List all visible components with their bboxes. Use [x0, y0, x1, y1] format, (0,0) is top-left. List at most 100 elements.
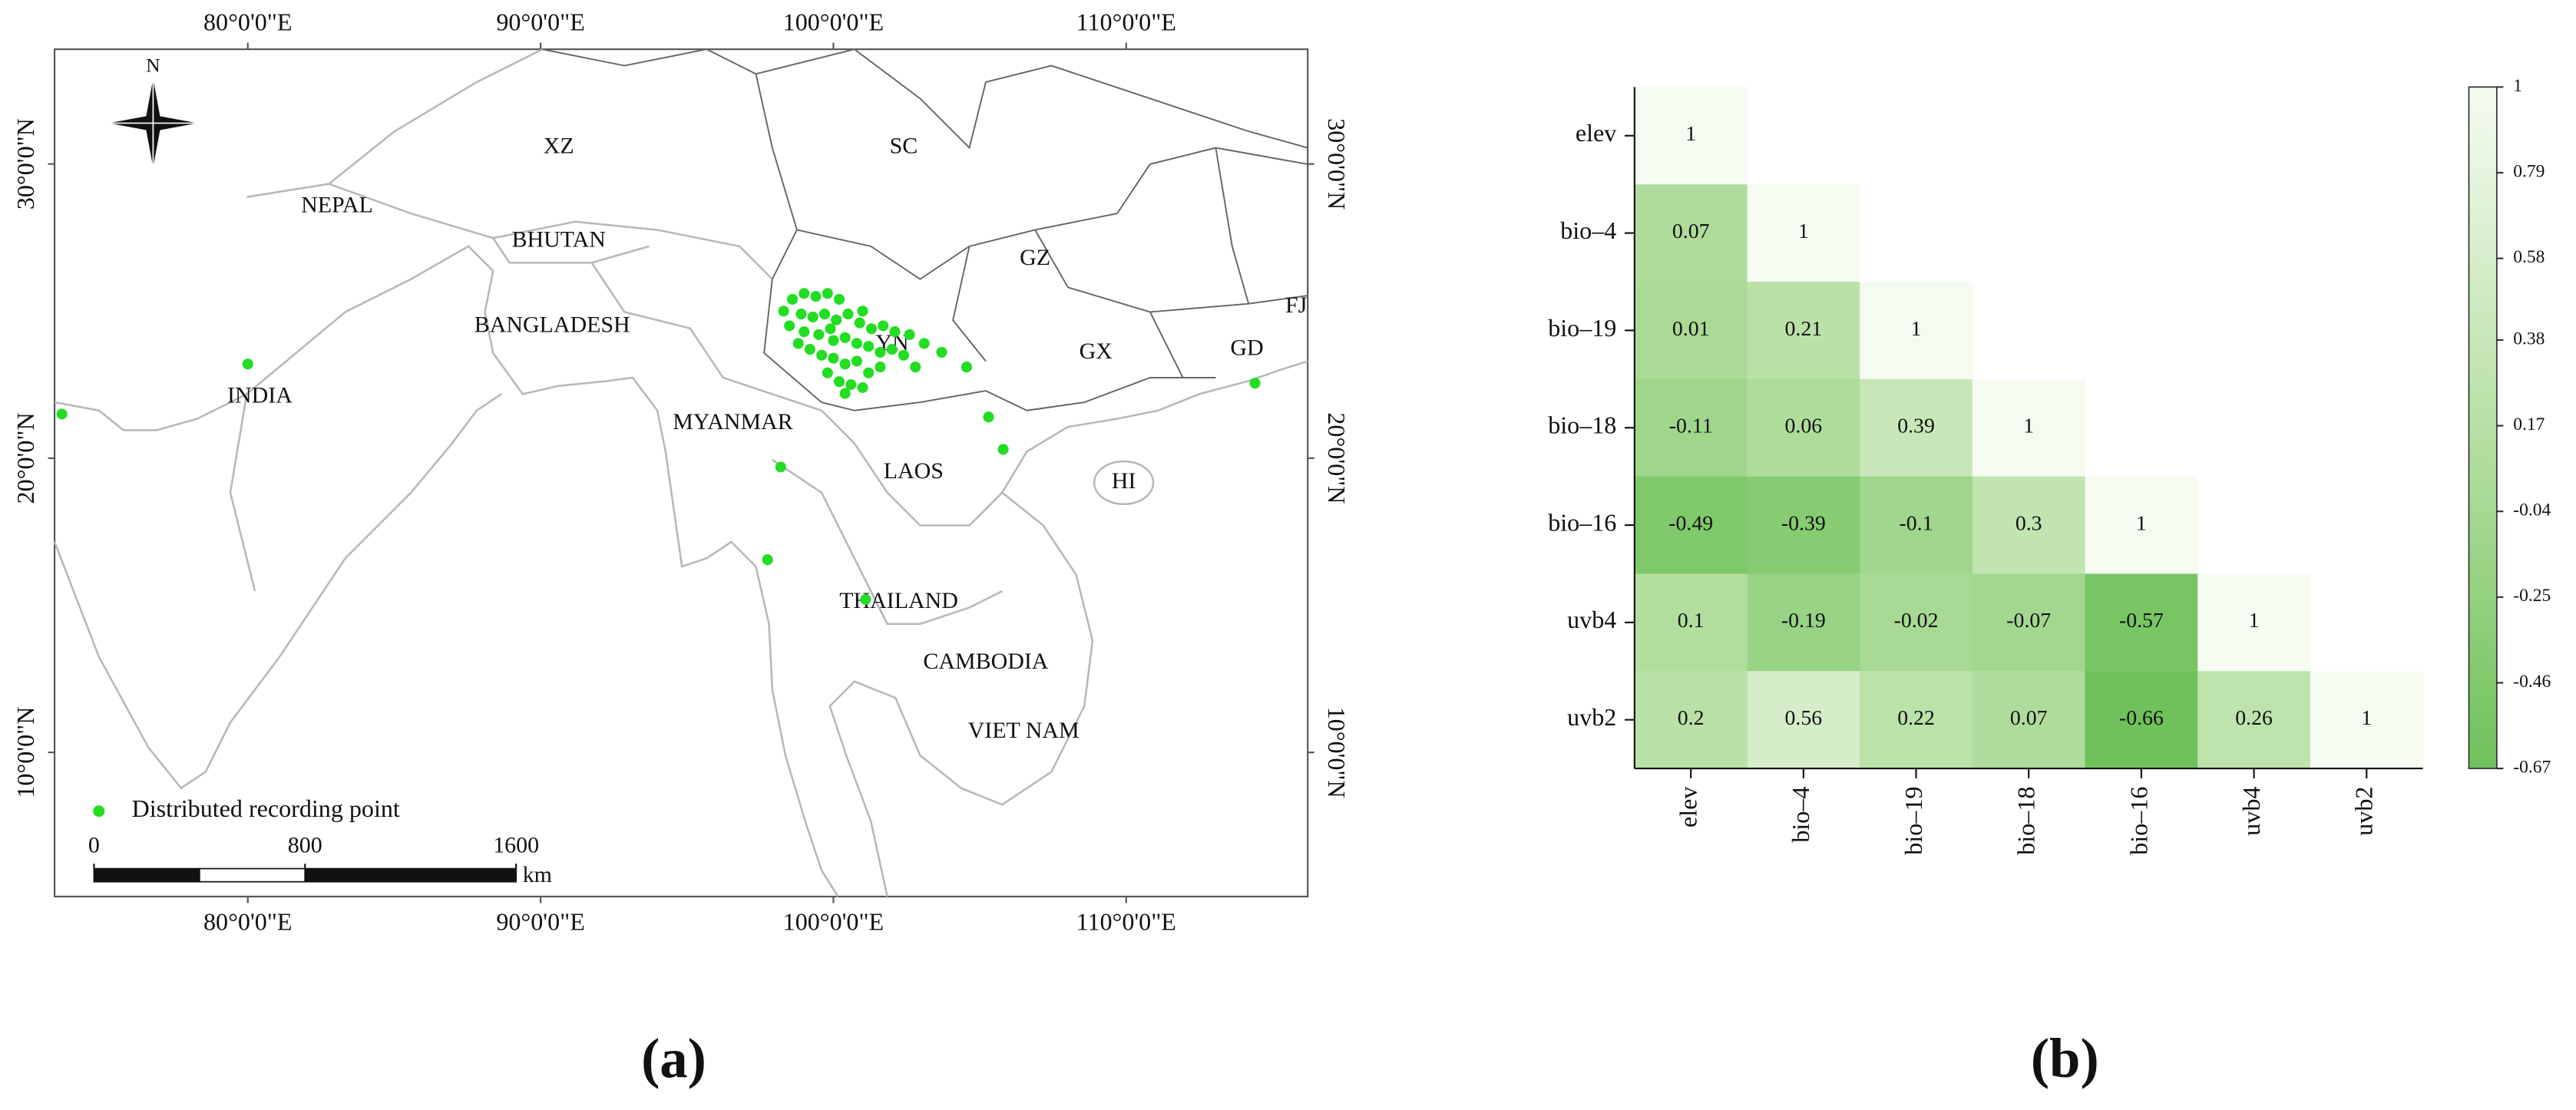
recording-point: [860, 593, 871, 605]
heatmap-cell: [1747, 573, 1860, 672]
y-tick-label: 20°0'0"N: [1323, 412, 1351, 504]
y-tick-label: 20°0'0"N: [12, 412, 39, 504]
place-label: MYANMAR: [673, 409, 792, 434]
y-tick-label: bio–16: [1548, 508, 1616, 536]
heatmap-cell: [1860, 476, 1973, 575]
cell-label: 0.07: [1672, 220, 1710, 243]
recording-point: [786, 293, 799, 305]
cell-label: -0.1: [1900, 511, 1933, 535]
map-frame: [54, 48, 1309, 897]
x-tick-label: uvb4: [2237, 787, 2265, 836]
heatmap-cell: [1747, 671, 1860, 769]
y-tick-label: uvb4: [1567, 606, 1616, 633]
heatmap-cell: [2085, 476, 2198, 575]
x-tick-label: 90°0'0"E: [496, 908, 584, 936]
recording-point: [898, 349, 909, 361]
recording-point: [875, 362, 886, 373]
colorbar-tick-label: 0.58: [2513, 247, 2545, 267]
x-tick-label: 100°0'0"E: [783, 8, 885, 35]
map-base: [53, 48, 1309, 897]
place-label: VIET NAM: [968, 718, 1080, 743]
cell-label: 0.56: [1785, 706, 1823, 730]
cell-label: 0.1: [1678, 609, 1705, 633]
recording-point: [778, 306, 789, 317]
x-tick-label: bio–19: [1900, 787, 1927, 855]
x-tick-label: bio–16: [2125, 787, 2152, 855]
recording-point: [961, 362, 972, 373]
scale-bar-segment: [93, 867, 200, 883]
place-label: BANGLADESH: [475, 312, 630, 338]
colorbar-tick-label: -0.67: [2513, 757, 2551, 777]
place-label: HI: [1112, 468, 1136, 494]
place-label: GX: [1080, 339, 1113, 364]
cell-label: 0.3: [2015, 511, 2042, 535]
recording-point: [865, 323, 878, 335]
recording-point: [839, 388, 851, 399]
colorbar-tick-label: 1: [2513, 76, 2522, 96]
heatmap-cell: [1634, 87, 1748, 185]
scale-label: 1600: [493, 833, 539, 858]
place-label: CAMBODIA: [923, 649, 1048, 674]
x-tick-label: uvb2: [2350, 787, 2378, 836]
heatmap-cell: [1972, 378, 2086, 477]
recording-point: [807, 311, 818, 322]
recording-point: [792, 338, 804, 349]
border: [229, 48, 1004, 626]
cell-label: 1: [1798, 220, 1809, 243]
colorbar-tick-label: 0.79: [2513, 161, 2545, 181]
heatmap-cell: [1747, 282, 1860, 380]
heatmap-cell: [1860, 378, 1973, 477]
recording-point: [851, 355, 862, 367]
cell-label: 0.2: [1678, 706, 1705, 730]
heatmap-cell: [1634, 573, 1748, 672]
recording-point: [845, 379, 857, 391]
x-tick-label: 110°0'0"E: [1076, 908, 1176, 936]
cell-label: -0.66: [2119, 706, 2164, 730]
y-tick-label: elev: [1576, 119, 1617, 147]
x-tick-label: 110°0'0"E: [1076, 8, 1176, 35]
place-label: BHUTAN: [512, 226, 606, 252]
cell-label: 1: [2249, 609, 2260, 633]
province-border: [542, 48, 1308, 411]
y-tick-label: 10°0'0"N: [12, 707, 39, 798]
recording-point: [795, 309, 807, 320]
caption: (a): [641, 1027, 706, 1089]
recording-point: [822, 367, 833, 378]
x-tick-label: 80°0'0"E: [203, 8, 292, 35]
heatmap-cell: [1634, 184, 1748, 282]
heatmap-cell: [1972, 476, 2086, 575]
heatmap-cell: [2085, 573, 2198, 672]
y-tick-label: 10°0'0"N: [1323, 707, 1351, 798]
cell-label: -0.11: [1669, 415, 1713, 438]
y-tick-label: bio–4: [1560, 216, 1616, 244]
recording-point: [799, 288, 810, 299]
recording-point: [799, 326, 810, 338]
recording-point: [886, 344, 898, 355]
legend-label: Distributed recording point: [132, 795, 400, 822]
cell-label: -0.02: [1894, 609, 1939, 633]
y-tick-label: 30°0'0"N: [1323, 118, 1351, 210]
legend-marker: [93, 805, 105, 818]
recording-point: [857, 306, 868, 317]
recording-point: [831, 314, 842, 325]
recording-point: [904, 329, 915, 340]
heatmap-cell: [1860, 282, 1973, 380]
place-label: INDIA: [227, 383, 293, 408]
heatmap-cell: [1634, 282, 1748, 380]
place-label: THAILAND: [839, 588, 958, 613]
scale-bar-segment: [198, 867, 306, 883]
heatmap-cell: [1747, 184, 1860, 282]
caption: (b): [2031, 1027, 2099, 1089]
recording-point: [839, 332, 851, 343]
recording-point: [784, 320, 795, 332]
cell-label: 1: [2136, 511, 2147, 535]
cell-label: -0.19: [1781, 609, 1826, 633]
recording-point: [983, 411, 994, 423]
scale-label: 0: [88, 833, 100, 858]
x-tick-label: bio–4: [1787, 787, 1814, 843]
scale-unit: km: [523, 862, 552, 887]
cell-label: 1: [2023, 415, 2034, 438]
colorbar-tick-label: -0.46: [2513, 672, 2551, 692]
y-tick-label: bio–19: [1548, 314, 1616, 342]
heatmap-cell: [1634, 671, 1748, 769]
